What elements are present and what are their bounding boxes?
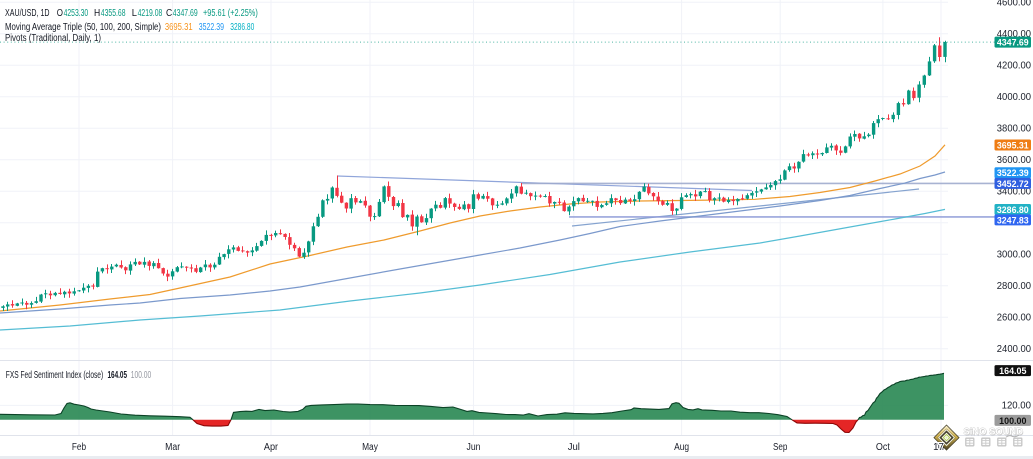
svg-text:Pivots (Traditional, Daily, 1): Pivots (Traditional, Daily, 1) <box>5 33 101 44</box>
svg-text:H: H <box>94 8 100 19</box>
svg-text:3286.80: 3286.80 <box>997 205 1029 215</box>
svg-text:+95.61 (+2.25%): +95.61 (+2.25%) <box>203 8 258 19</box>
svg-text:4200.00: 4200.00 <box>997 61 1032 72</box>
svg-text:Apr: Apr <box>264 442 279 453</box>
svg-text:3695.31: 3695.31 <box>997 140 1029 150</box>
svg-text:120.00: 120.00 <box>1002 401 1032 412</box>
svg-text:100.00: 100.00 <box>999 416 1026 426</box>
svg-text:4400.00: 4400.00 <box>997 29 1032 40</box>
svg-text:164.05: 164.05 <box>108 370 128 381</box>
svg-text:2400.00: 2400.00 <box>997 344 1032 355</box>
svg-text:3800.00: 3800.00 <box>997 124 1032 135</box>
svg-text:2800.00: 2800.00 <box>997 281 1032 292</box>
svg-text:XAU/USD, 1D: XAU/USD, 1D <box>5 8 50 19</box>
svg-text:FXS Fed Sentiment Index (close: FXS Fed Sentiment Index (close) <box>6 370 103 381</box>
svg-text:4253.30: 4253.30 <box>64 8 89 19</box>
svg-text:4600.00: 4600.00 <box>997 0 1032 9</box>
svg-text:O: O <box>57 8 63 19</box>
svg-text:Aug: Aug <box>674 442 689 453</box>
svg-text:Jun: Jun <box>467 442 481 453</box>
svg-text:SiNO SOUND: SiNO SOUND <box>964 427 1024 438</box>
svg-text:L: L <box>132 8 138 19</box>
svg-text:3000.00: 3000.00 <box>997 250 1032 261</box>
svg-text:17: 17 <box>936 442 945 453</box>
svg-text:3286.80: 3286.80 <box>230 22 254 33</box>
svg-text:3522.39: 3522.39 <box>997 168 1029 178</box>
svg-text:Oct: Oct <box>876 442 890 453</box>
svg-text:C: C <box>166 8 172 19</box>
svg-text:Mar: Mar <box>165 442 181 453</box>
svg-text:4355.68: 4355.68 <box>101 8 126 19</box>
svg-text:Sep: Sep <box>773 442 787 453</box>
svg-text:164.05: 164.05 <box>999 366 1026 376</box>
svg-text:May: May <box>362 442 378 453</box>
svg-text:4000.00: 4000.00 <box>997 92 1032 103</box>
svg-text:4219.08: 4219.08 <box>138 8 163 19</box>
svg-text:17: 17 <box>933 442 944 453</box>
svg-text:100.00: 100.00 <box>131 370 152 381</box>
svg-text:3247.83: 3247.83 <box>997 215 1029 225</box>
svg-text:Feb: Feb <box>72 442 86 453</box>
svg-text:SiNO SOUND: SiNO SOUND <box>964 427 1024 438</box>
svg-text:2600.00: 2600.00 <box>997 313 1032 324</box>
svg-text:4347.69: 4347.69 <box>997 38 1029 48</box>
svg-text:3452.72: 3452.72 <box>997 179 1029 189</box>
svg-text:3600.00: 3600.00 <box>997 155 1032 166</box>
svg-text:4347.69: 4347.69 <box>173 8 198 19</box>
svg-text:Jul: Jul <box>568 442 580 453</box>
svg-text:3400.00: 3400.00 <box>997 187 1032 198</box>
svg-text:3522.39: 3522.39 <box>199 22 224 33</box>
svg-text:Moving Average Triple (50, 100: Moving Average Triple (50, 100, 200, Sim… <box>5 22 161 33</box>
svg-text:3695.31: 3695.31 <box>165 22 193 33</box>
